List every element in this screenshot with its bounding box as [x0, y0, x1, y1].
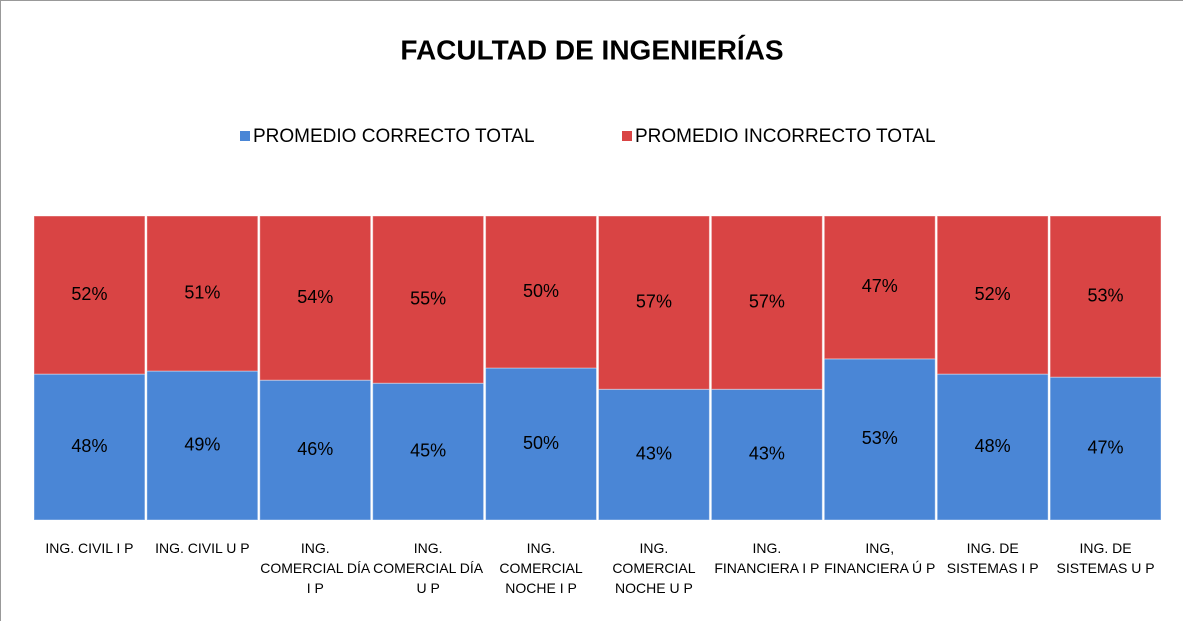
data-label: 48%	[71, 436, 107, 456]
x-tick-label: ING. CIVIL U P	[155, 540, 250, 556]
bar-segment	[259, 215, 372, 381]
data-label: 52%	[71, 284, 107, 304]
data-label: 47%	[862, 276, 898, 296]
bar-segment	[823, 358, 936, 521]
bar-segment	[33, 215, 146, 375]
data-label: 43%	[636, 443, 672, 463]
chart-title: FACULTAD DE INGENIERÍAS	[400, 34, 783, 65]
x-tick-label: ING. DE SISTEMAS I P	[946, 540, 1039, 576]
x-tick-label: ING. COMERCIAL DÍA U P	[373, 540, 484, 596]
legend-label: PROMEDIO INCORRECTO TOTAL	[635, 126, 936, 147]
data-label: 50%	[523, 433, 559, 453]
data-label: 54%	[297, 287, 333, 307]
bar-segment	[1049, 215, 1162, 378]
data-label: 53%	[1088, 285, 1124, 305]
legend-label: PROMEDIO CORRECTO TOTAL	[253, 126, 535, 147]
x-tick-label: ING. FINANCIERA I P	[714, 540, 820, 576]
data-label: 50%	[523, 281, 559, 301]
bar-segment	[710, 215, 823, 390]
data-label: 46%	[297, 439, 333, 459]
bar-segment	[1049, 376, 1162, 521]
data-label: 47%	[1088, 437, 1124, 457]
bar-segment	[33, 373, 146, 521]
x-tick-label: ING. COMERCIAL NOCHE U P	[612, 540, 696, 596]
data-label: 43%	[749, 443, 785, 463]
bar-segment	[823, 215, 936, 360]
bar-segment	[598, 388, 710, 521]
data-label: 53%	[862, 428, 898, 448]
bar-segment	[710, 388, 823, 521]
x-tick-label: ING. CIVIL I P	[45, 540, 134, 556]
x-tick-label: ING. DE SISTEMAS U P	[1056, 540, 1155, 576]
bar-segment	[146, 215, 259, 372]
bar-segment	[372, 215, 485, 384]
data-label: 45%	[410, 440, 446, 460]
data-label: 52%	[975, 284, 1011, 304]
bar-segment	[146, 370, 259, 521]
legend-swatch	[622, 131, 632, 141]
bar-segment	[936, 215, 1049, 375]
x-tick-label: ING, FINANCIERA Ú P	[824, 540, 936, 576]
legend-swatch	[240, 131, 250, 141]
data-label: 55%	[410, 288, 446, 308]
bar-segment	[598, 215, 710, 390]
x-tick-label: ING. COMERCIAL DÍA I P	[260, 540, 371, 596]
bar-segment	[485, 367, 598, 521]
x-tick-label: ING. COMERCIAL NOCHE I P	[499, 540, 583, 596]
bar-segment	[936, 373, 1049, 521]
data-label: 51%	[184, 282, 220, 302]
data-label: 57%	[636, 291, 672, 311]
data-label: 57%	[749, 291, 785, 311]
data-label: 48%	[975, 436, 1011, 456]
bar-segment	[485, 215, 598, 369]
data-label: 49%	[184, 434, 220, 454]
